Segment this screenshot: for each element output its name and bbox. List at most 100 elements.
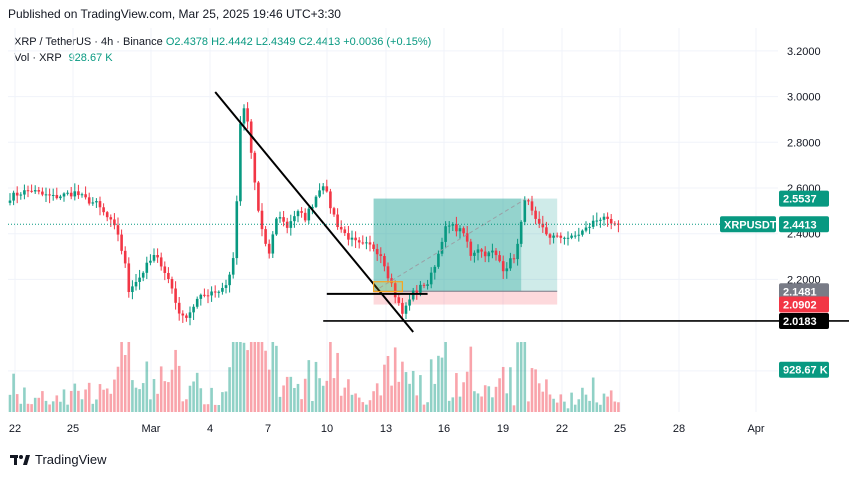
time-axis[interactable]: 22 25 Mar 4 7 10 13 16 19 22 25 28 Apr <box>9 423 765 435</box>
time-tick-label: Mar <box>142 423 161 435</box>
volume-bar <box>170 369 174 412</box>
volume-bar <box>105 388 109 412</box>
volume-bar <box>519 342 523 412</box>
volume-bar <box>91 403 95 412</box>
candle-body <box>563 237 566 239</box>
volume-bar <box>127 342 131 412</box>
tradingview-brand[interactable]: TradingView <box>10 452 107 467</box>
volume-bar <box>336 352 339 412</box>
candle-body <box>573 235 577 237</box>
candle-body <box>440 241 444 254</box>
symbol-legend[interactable]: XRP / TetherUS · 4h · Binance O2.4378 H2… <box>14 36 431 48</box>
price-badge <box>779 190 829 207</box>
candle-body <box>347 233 350 240</box>
candle-body <box>325 186 329 192</box>
candlesticks <box>8 102 620 326</box>
volume-bar <box>195 372 199 412</box>
candle-body <box>159 257 163 267</box>
position-zones[interactable] <box>373 198 558 305</box>
volume-bar <box>386 355 390 412</box>
volume-bar <box>433 383 437 412</box>
candle-body <box>487 252 491 257</box>
volume-bar <box>231 342 235 412</box>
candle-body <box>469 241 473 256</box>
candle-body <box>113 219 116 226</box>
volume-bar <box>548 394 552 412</box>
volume-bar <box>329 342 332 412</box>
volume-bar <box>185 399 188 412</box>
volume-bar <box>221 392 224 412</box>
price-axis[interactable]: 3.20003.00002.80002.60002.40002.20001.80… <box>787 46 821 378</box>
volume-bar <box>289 376 293 412</box>
candle-body <box>26 190 30 192</box>
price-tick-label: 3.0000 <box>787 92 821 104</box>
volume-bar <box>357 397 361 412</box>
volume-bar <box>152 379 156 412</box>
volume-bar <box>447 400 451 412</box>
volume-bar <box>109 393 113 412</box>
volume-bar <box>249 342 253 412</box>
volume-bar <box>163 381 167 412</box>
volume-bar <box>37 397 41 412</box>
change-value: +0.0036 (+0.15%) <box>343 36 432 48</box>
volume-bar <box>8 394 12 412</box>
grid <box>8 28 778 412</box>
candle-body <box>246 108 249 122</box>
volume-bar <box>465 371 469 412</box>
volume-bar <box>314 361 318 412</box>
volume-bar <box>390 385 393 412</box>
candle-body <box>602 216 606 220</box>
volume-value: 928.67 K <box>68 52 113 64</box>
volume-bar <box>444 342 447 412</box>
candle-body <box>357 240 361 243</box>
candle-body <box>390 278 393 284</box>
candle-body <box>267 243 271 254</box>
candle-body <box>15 192 19 196</box>
volume-bar <box>469 346 473 412</box>
candle-body <box>213 291 217 293</box>
volume-bar <box>48 404 51 412</box>
candle-body <box>177 302 181 314</box>
volume-bar <box>368 400 372 412</box>
volume-bar <box>141 383 145 412</box>
volume-bar <box>505 393 509 412</box>
volume-bar <box>87 382 91 412</box>
candle-body <box>350 237 354 240</box>
candle-body <box>458 228 462 232</box>
candle-body <box>609 218 613 224</box>
candle-body <box>491 250 494 253</box>
volume-bar <box>224 391 228 412</box>
volume-bar <box>512 405 516 412</box>
candle-body <box>217 291 221 293</box>
volume-bar <box>332 378 336 412</box>
candle-body <box>235 201 239 259</box>
price-badge <box>720 216 776 233</box>
candle-body <box>307 208 311 221</box>
price-badge-label: 2.4413 <box>783 219 817 231</box>
volume-legend[interactable]: Vol · XRP 928.67 K <box>14 52 113 64</box>
candle-body <box>537 218 541 224</box>
price-badge <box>779 361 829 378</box>
volume-bar <box>246 350 249 412</box>
candle-body <box>242 108 246 124</box>
volume-bar <box>595 402 599 412</box>
candle-body <box>498 255 501 262</box>
volume-bar <box>19 403 23 412</box>
candle-body <box>343 229 347 234</box>
volume-bar <box>177 365 181 412</box>
candle-body <box>264 229 267 244</box>
volume-bar <box>566 408 570 412</box>
candle-body <box>228 274 231 286</box>
price-badge <box>779 216 829 233</box>
volume-bar <box>404 372 408 412</box>
candle-body <box>361 242 365 244</box>
candle-body <box>559 235 563 238</box>
volume-bar <box>149 399 152 412</box>
candle-body <box>33 190 37 192</box>
price-tick-label: 3.2000 <box>787 46 821 58</box>
volume-bar <box>253 342 257 412</box>
candle-body <box>181 313 185 316</box>
time-tick-label: 4 <box>207 423 213 435</box>
volume-bar <box>563 401 566 412</box>
